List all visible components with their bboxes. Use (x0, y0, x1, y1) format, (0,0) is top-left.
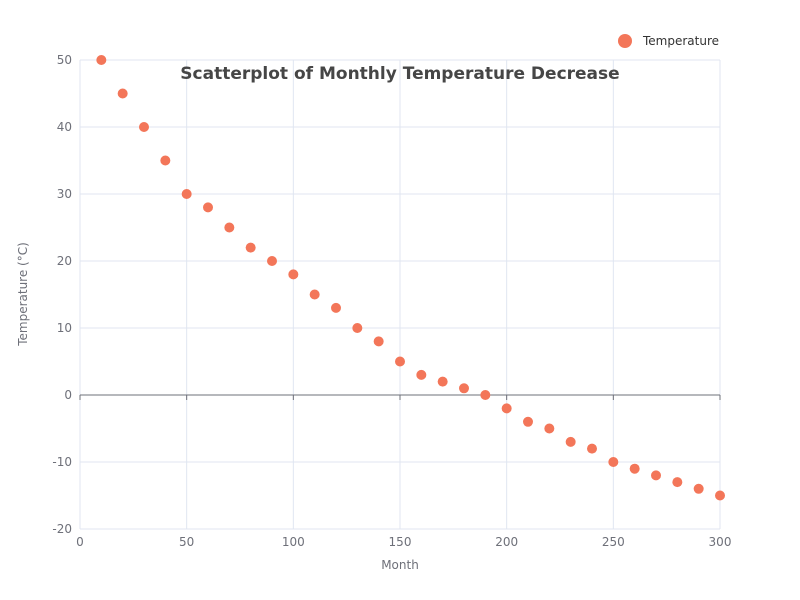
x-tick-label: 250 (602, 535, 625, 549)
x-tick-label: 150 (389, 535, 412, 549)
data-point[interactable] (693, 483, 704, 494)
x-tick-label: 200 (495, 535, 518, 549)
data-point[interactable] (715, 490, 725, 501)
x-axis-label: Month (381, 558, 419, 572)
y-tick-label: 50 (57, 53, 72, 67)
data-point[interactable] (565, 436, 576, 447)
data-point[interactable] (523, 416, 533, 427)
data-point[interactable] (437, 376, 448, 387)
y-tick-label: 0 (64, 388, 72, 402)
data-point[interactable] (139, 122, 149, 132)
data-point[interactable] (544, 423, 555, 434)
data-point[interactable] (416, 369, 427, 380)
data-point[interactable] (501, 403, 512, 414)
data-point[interactable] (117, 88, 128, 99)
data-point[interactable] (651, 470, 661, 481)
data-point[interactable] (352, 323, 363, 333)
data-point[interactable] (480, 390, 491, 400)
grid-lines (79, 59, 721, 530)
data-point[interactable] (160, 155, 171, 166)
data-point[interactable] (288, 269, 299, 280)
data-point[interactable] (629, 463, 640, 474)
y-tick-label: 30 (57, 187, 72, 201)
legend-label-temperature: Temperature (642, 34, 719, 48)
x-tick-label: 300 (709, 535, 732, 549)
data-point[interactable] (224, 222, 235, 233)
data-point[interactable] (459, 383, 469, 394)
x-tick-label: 50 (179, 535, 194, 549)
data-point[interactable] (331, 302, 341, 313)
data-point[interactable] (245, 242, 256, 253)
data-point[interactable] (587, 443, 597, 454)
x-tick-label: 100 (282, 535, 305, 549)
y-tick-label: 20 (57, 254, 72, 268)
data-points (96, 55, 725, 501)
x-tick-label: 0 (76, 535, 84, 549)
y-axis-label: Temperature (°C) (16, 242, 30, 347)
y-tick-label: 40 (57, 120, 72, 134)
y-tick-label: -10 (52, 455, 72, 469)
data-point[interactable] (203, 202, 213, 213)
data-point[interactable] (672, 477, 683, 488)
data-point[interactable] (267, 256, 277, 266)
data-point[interactable] (395, 356, 405, 367)
y-tick-label: 10 (57, 321, 72, 335)
data-point[interactable] (373, 336, 384, 347)
legend[interactable]: Temperature (618, 34, 719, 48)
legend-marker (618, 34, 632, 48)
y-tick-label: -20 (52, 522, 72, 536)
data-point[interactable] (181, 189, 192, 199)
chart-title: Scatterplot of Monthly Temperature Decre… (180, 64, 619, 84)
tick-labels: -20 -10 0 10 20 30 40 50 0 50 100 150 200 250 300 (52, 53, 731, 549)
data-point[interactable] (96, 55, 107, 65)
data-point[interactable] (608, 457, 619, 467)
data-point[interactable] (309, 289, 320, 300)
